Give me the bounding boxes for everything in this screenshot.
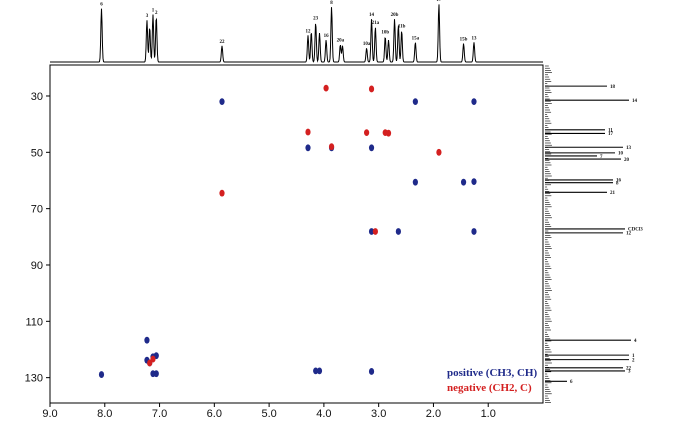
positive-cross-peak <box>98 371 105 378</box>
proton-peak-label: 10b <box>381 30 389 35</box>
x-tick-label: 2.0 <box>426 408 441 420</box>
proton-spectrum-trace <box>50 4 543 63</box>
positive-cross-peak <box>471 228 477 235</box>
negative-cross-peak <box>150 355 156 363</box>
cross-peaks <box>98 84 477 378</box>
positive-cross-peak <box>412 178 418 186</box>
legend-negative: negative (CH2, C) <box>447 382 532 394</box>
negative-cross-peak <box>328 143 335 151</box>
proton-peak-label: 20b <box>391 13 399 18</box>
proton-peak-label: 11b <box>398 25 406 30</box>
negative-cross-peak <box>368 85 375 93</box>
carbon-peak-label: 4 <box>634 339 637 344</box>
positive-cross-peak <box>412 98 418 106</box>
proton-peak-label: 12 <box>306 29 312 34</box>
proton-peak-label: 2 <box>155 11 158 16</box>
proton-peak-label: 22 <box>220 40 226 45</box>
legend-positive: positive (CH3, CH) <box>447 367 537 379</box>
proton-peak-label: 23 <box>313 17 319 22</box>
proton-peak-label: 14 <box>369 13 375 18</box>
x-tick-label: 8.0 <box>97 408 112 420</box>
negative-cross-peak <box>305 128 311 136</box>
carbon-peak-label: 14 <box>632 99 638 104</box>
carbon-peak-label: 2 <box>632 358 635 363</box>
positive-cross-peak <box>305 144 311 152</box>
positive-cross-peak <box>368 228 375 235</box>
carbon-peak-label: CDCl3 <box>628 228 643 233</box>
y-tick-label: 50 <box>31 147 43 159</box>
y-tick-label: 90 <box>31 260 43 272</box>
positive-cross-peak <box>471 98 477 106</box>
positive-cross-peak <box>471 178 477 186</box>
proton-projection-spectrum: 631 222122316820a10a1421a10b20b11b15a1715… <box>50 0 543 63</box>
positive-cross-peak <box>313 367 319 375</box>
proton-peak-label: 15a <box>412 36 420 41</box>
x-tick-label: 6.0 <box>207 408 222 420</box>
proton-peak-label: 17 <box>436 0 442 3</box>
carbon-peak-label: 8 <box>616 182 619 187</box>
carbon-peak-label: 13 <box>626 146 632 151</box>
legend: positive (CH3, CH) negative (CH2, C) <box>447 367 537 394</box>
carbon-peak-label: 16 <box>616 179 622 184</box>
positive-cross-peak <box>368 144 375 152</box>
positive-cross-peak <box>460 178 467 186</box>
positive-cross-peak <box>316 367 323 375</box>
carbon-peak-label: 21 <box>610 191 616 196</box>
carbon-peak-label: 3 <box>628 370 631 375</box>
negative-cross-peak <box>219 189 225 197</box>
positive-cross-peak <box>144 336 150 344</box>
carbon-peak-label: 7 <box>600 155 603 160</box>
positive-cross-peak <box>153 370 159 378</box>
x-tick-label: 5.0 <box>261 408 276 420</box>
y-tick-label: 130 <box>25 373 43 385</box>
positive-cross-peak <box>395 228 401 235</box>
y-tick-label: 70 <box>31 204 43 216</box>
proton-peak-label: 1 <box>152 8 155 13</box>
proton-peak-label: 15b <box>460 37 468 42</box>
negative-cross-peak <box>436 148 442 156</box>
negative-cross-peak <box>372 228 378 235</box>
y-axis-ppm: 30 50 70 90 110 130 <box>25 91 50 385</box>
carbon-peak-label: 11 <box>608 129 613 134</box>
proton-peak-label: 10a <box>363 42 371 47</box>
carbon-peak-label: 6 <box>570 380 573 385</box>
x-tick-label: 7.0 <box>152 408 167 420</box>
positive-cross-peak <box>219 98 225 106</box>
proton-peak-label: 21a <box>372 21 380 26</box>
x-tick-label: 3.0 <box>371 408 386 420</box>
negative-cross-peak <box>323 84 329 92</box>
positive-cross-peak <box>368 368 375 375</box>
proton-peak-label: 13 <box>471 36 477 41</box>
carbon-peak-label: 10 <box>618 152 624 157</box>
carbon-peak-label: 20 <box>624 158 630 163</box>
proton-peak-label: 16 <box>324 34 330 39</box>
proton-peak-label: 6 <box>100 3 103 8</box>
x-axis-ppm: 9.0 8.0 7.0 6.0 5.0 4.0 3.0 2.0 1.0 <box>42 403 496 420</box>
y-tick-label: 110 <box>25 316 43 328</box>
negative-cross-peak <box>147 359 153 367</box>
carbon-peak-label: 12 <box>626 232 632 237</box>
negative-cross-peak <box>364 129 370 137</box>
negative-cross-peak <box>385 129 392 137</box>
plot-frame <box>49 64 544 404</box>
proton-peak-label: 8 <box>330 1 333 6</box>
carbon-peak-label: 22 <box>626 367 632 372</box>
carbon-peak-label: 18 <box>610 85 616 90</box>
carbon-peak-label: 1 <box>632 354 635 359</box>
x-tick-label: 4.0 <box>316 408 331 420</box>
proton-peak-label: 3 <box>146 14 149 19</box>
y-tick-label: 30 <box>31 91 43 103</box>
proton-peak-label: 20a <box>337 39 345 44</box>
carbon-peak-label: 17 <box>608 132 614 137</box>
x-tick-label: 1.0 <box>481 408 496 420</box>
x-tick-label: 9.0 <box>42 408 57 420</box>
